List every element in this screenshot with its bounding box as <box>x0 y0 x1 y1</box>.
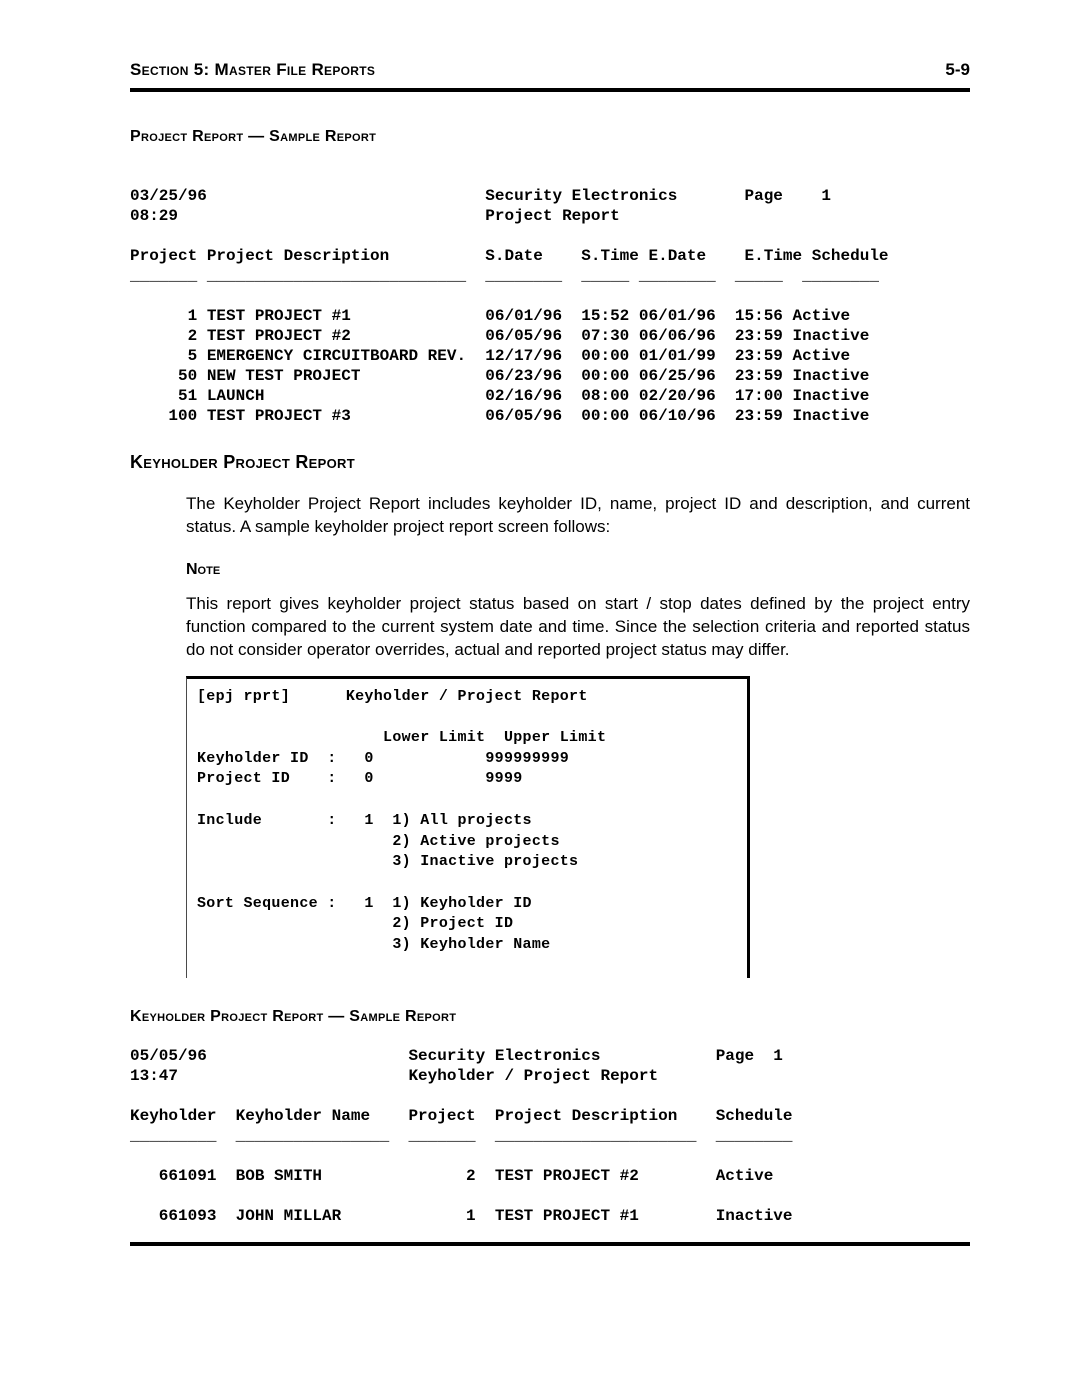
footer-rule <box>130 1242 970 1246</box>
khpr-heading: Keyholder Project Report <box>130 452 970 473</box>
terminal-text: [epj rprt] Keyholder / Project Report Lo… <box>197 687 737 956</box>
page-header: Section 5: Master File Reports 5-9 <box>130 60 970 80</box>
page: Section 5: Master File Reports 5-9 Proje… <box>0 0 1080 1316</box>
report2-heading: Keyholder Project Report — Sample Report <box>130 1008 970 1026</box>
header-rule <box>130 88 970 92</box>
note-text: This report gives keyholder project stat… <box>186 593 970 662</box>
header-section: Section 5: Master File Reports <box>130 60 375 80</box>
khpr-para1: The Keyholder Project Report includes ke… <box>186 493 970 539</box>
report1-heading: Project Report — Sample Report <box>130 128 970 146</box>
report2-block: 05/05/96 Security Electronics Page 1 13:… <box>130 1046 970 1226</box>
note-label: Note <box>186 561 970 579</box>
terminal-screenshot: [epj rprt] Keyholder / Project Report Lo… <box>186 676 750 978</box>
report1-block: 03/25/96 Security Electronics Page 1 08:… <box>130 186 970 426</box>
header-page-number: 5-9 <box>945 60 970 80</box>
